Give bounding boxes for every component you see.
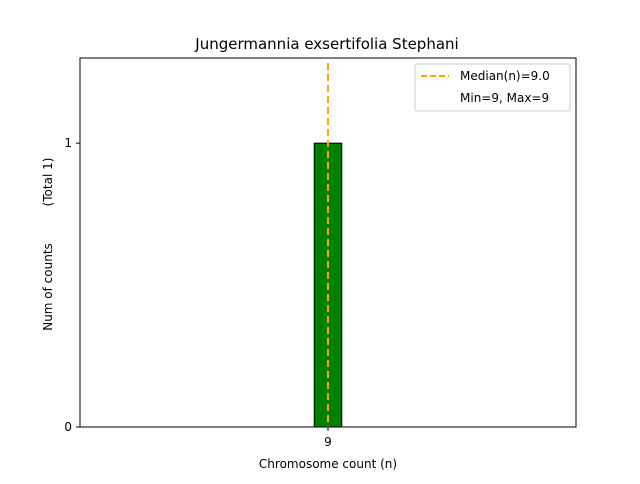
y-axis-label: Num of counts: [41, 243, 55, 331]
y-axis-label-group: Num of counts (Total 1): [41, 158, 55, 331]
legend: Median(n)=9.0 Min=9, Max=9: [414, 63, 571, 112]
y-tick-label-0: 0: [64, 420, 72, 434]
x-axis-label: Chromosome count (n): [259, 457, 397, 471]
y-axis-total-label: (Total 1): [41, 158, 55, 207]
chart-title: Jungermannia exsertifolia Stephani: [194, 35, 458, 53]
x-tick-label-9: 9: [324, 435, 332, 449]
legend-box: [414, 63, 571, 112]
legend-entry-min-max: Min=9, Max=9: [460, 91, 549, 105]
legend-entry-median: Median(n)=9.0: [460, 69, 550, 83]
y-tick-label-1: 1: [64, 136, 72, 150]
plot-area: 9 0 1: [64, 63, 439, 449]
axes-frame: [79, 57, 577, 428]
